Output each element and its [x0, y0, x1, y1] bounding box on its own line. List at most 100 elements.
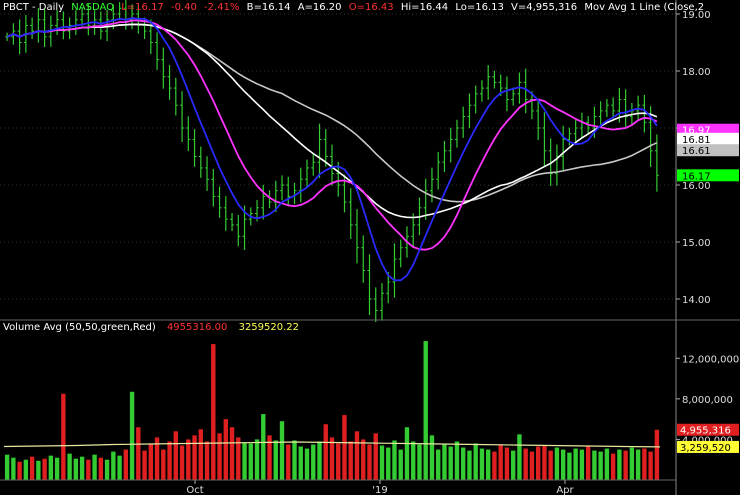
- open: O=16.43: [348, 2, 394, 13]
- volume-bar-75: [473, 443, 478, 480]
- volume-tick-label-12,000,000: 12,000,000: [682, 354, 739, 365]
- volume-bar-22: [142, 450, 147, 480]
- price-tag-label-3: 16.17: [682, 171, 711, 182]
- change: -0.40: [170, 2, 197, 13]
- volume-bar-76: [479, 448, 485, 480]
- volume-bar-7: [48, 455, 54, 480]
- price-tick-label-19.00: 19.00: [682, 10, 711, 21]
- volume-bar-98: [617, 449, 622, 480]
- volume-bar-81: [510, 450, 516, 480]
- volume-bar-89: [560, 449, 566, 480]
- high: Hi=16.44: [400, 2, 449, 13]
- volume-bar-63: [398, 449, 403, 480]
- price-tag-bg-2: [677, 144, 739, 157]
- volume-bar-12: [79, 456, 85, 480]
- volume-bar-60: [379, 445, 385, 480]
- volume-bar-48: [304, 448, 310, 480]
- volume-bar-20: [129, 391, 135, 480]
- volume-bar-92: [579, 449, 585, 480]
- volume-bar-57: [361, 439, 366, 480]
- bid: B=16.14: [246, 2, 291, 13]
- volume-bar-21: [136, 427, 141, 480]
- volume-bar-35: [223, 419, 228, 480]
- volume-bar-51: [323, 424, 328, 480]
- volume-bar-38: [242, 442, 247, 480]
- volume-bar-39: [248, 443, 253, 480]
- volume-bar-10: [67, 453, 72, 480]
- volume-bar-41: [261, 414, 266, 480]
- volume-bar-59: [373, 433, 378, 480]
- volume-bar-62: [392, 440, 397, 480]
- volume-bar-53: [336, 443, 341, 480]
- volume-bar-69: [436, 449, 441, 480]
- ma-blue-line: [6, 17, 658, 282]
- volume-bar-13: [86, 459, 91, 480]
- volume-bar-9: [61, 393, 66, 480]
- volume-bar-46: [292, 440, 297, 480]
- volume-bar-93: [585, 446, 591, 480]
- volume-bar-72: [454, 441, 460, 480]
- volume-bar-74: [467, 450, 472, 480]
- moving-average-lines: [6, 17, 658, 282]
- volume-bar-29: [186, 439, 191, 480]
- volume-bar-28: [179, 445, 185, 480]
- volume-label: Volume Avg (50,50,green,Red): [3, 322, 156, 333]
- volume-bar-31: [198, 429, 203, 480]
- volume-tag-bg-1: [677, 440, 739, 453]
- price-tick-label-14.00: 14.00: [682, 295, 711, 306]
- volume-bar-61: [386, 447, 391, 480]
- volume-bar-94: [592, 450, 597, 480]
- volume-bar-97: [610, 453, 616, 480]
- volume-bar-49: [311, 444, 316, 480]
- volume-bar-55: [348, 441, 353, 480]
- price-tick-label-18.00: 18.00: [682, 67, 711, 78]
- volume-value: 4955316.00: [166, 322, 228, 333]
- volume-bar-65: [411, 441, 416, 480]
- volume-bar-52: [329, 437, 335, 480]
- volume-bar-32: [204, 441, 210, 480]
- volume-bar-99: [623, 450, 628, 480]
- volume-bar-17: [111, 451, 116, 480]
- volume-bar-95: [598, 451, 603, 480]
- low: Lo=16.13: [455, 2, 504, 13]
- volume-average-path: [3, 441, 661, 448]
- volume-bar-67: [423, 341, 428, 480]
- volume-avg-value: 3259520.22: [238, 322, 300, 333]
- volume-bar-30: [192, 435, 197, 480]
- date-axis-ticks: Oct '19 Apr: [186, 480, 575, 495]
- volume-bar-87: [548, 450, 553, 480]
- volume-bar-77: [486, 449, 491, 480]
- volume-bar-71: [448, 446, 453, 480]
- ask: A=16.20: [297, 2, 342, 13]
- volume-bar-47: [298, 446, 303, 480]
- volume-bar-79: [498, 444, 503, 480]
- volume-bar-85: [535, 446, 541, 480]
- volume-tick-label-8,000,000: 8,000,000: [682, 395, 733, 406]
- volume-bar-80: [504, 447, 510, 480]
- price-tag-label-2: 16.61: [682, 146, 711, 157]
- last-price: L=16.17: [121, 2, 164, 13]
- volume-bar-66: [417, 444, 422, 480]
- volume-bar-5: [36, 460, 41, 480]
- volume-bar-6: [42, 458, 47, 480]
- volume-bar-0: [4, 454, 10, 480]
- volume-bar-11: [73, 458, 79, 480]
- price-header: PBCT - Daily NASDAQ L=16.17 -0.40 -2.41%…: [3, 2, 705, 13]
- volume-bar-86: [542, 445, 547, 480]
- volume-average-line: [3, 441, 661, 448]
- change-pct: -2.41%: [204, 2, 240, 13]
- volume-header: Volume Avg (50,50,green,Red) 4955316.00 …: [3, 322, 299, 334]
- volume-bar-26: [167, 441, 172, 480]
- volume-bar-70: [442, 444, 447, 480]
- volume-bar-37: [236, 437, 241, 480]
- volume-bar-3: [23, 459, 29, 480]
- volume-bar-25: [161, 449, 166, 480]
- volume-bar-54: [342, 415, 347, 480]
- volume-bar-91: [573, 448, 578, 480]
- volume-axis-ticks: 12,000,000 8,000,000 4,000,000: [676, 354, 739, 446]
- volume-bar-19: [123, 449, 129, 480]
- volume-bar-101: [635, 449, 641, 480]
- volume-bar-15: [98, 457, 104, 480]
